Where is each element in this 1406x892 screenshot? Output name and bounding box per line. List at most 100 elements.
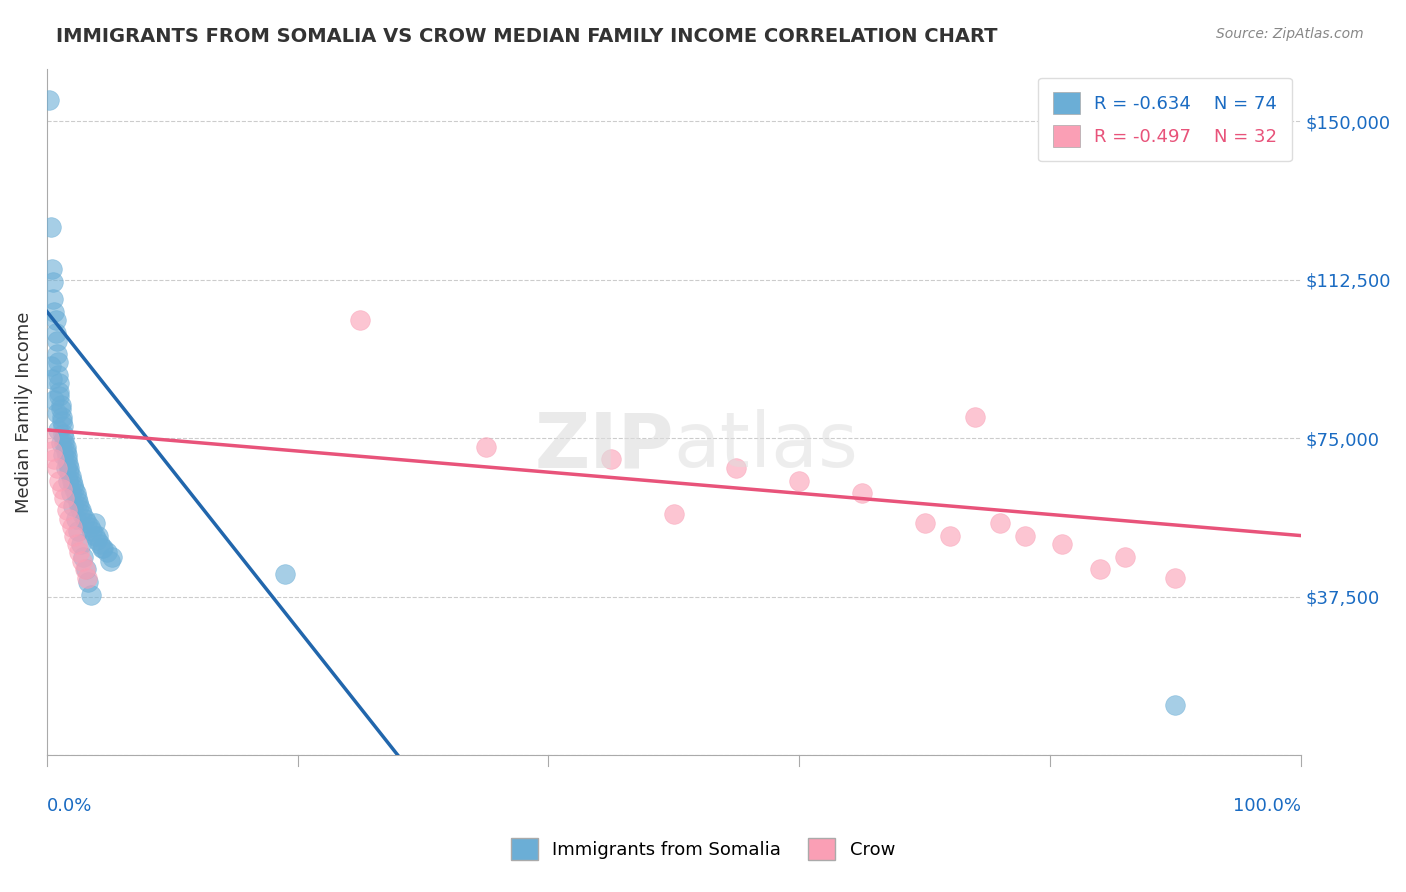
Point xyxy=(72,549,94,564)
Point xyxy=(80,524,103,539)
Point xyxy=(55,440,77,454)
Point xyxy=(86,533,108,547)
Point xyxy=(1014,528,1036,542)
Text: 0.0%: 0.0% xyxy=(46,797,93,814)
Point xyxy=(63,528,86,542)
Point xyxy=(55,461,77,475)
Point xyxy=(56,448,79,462)
Point xyxy=(1164,571,1187,585)
Point xyxy=(76,571,98,585)
Point xyxy=(58,461,80,475)
Point xyxy=(58,465,80,479)
Point xyxy=(76,516,98,530)
Point xyxy=(48,376,70,391)
Point xyxy=(65,511,87,525)
Point xyxy=(1114,549,1136,564)
Point xyxy=(101,549,124,564)
Point xyxy=(963,410,986,425)
Point xyxy=(67,524,90,539)
Point xyxy=(45,406,67,420)
Text: atlas: atlas xyxy=(673,409,859,483)
Point xyxy=(44,452,66,467)
Point xyxy=(83,528,105,542)
Point xyxy=(58,474,80,488)
Point xyxy=(91,541,114,556)
Point xyxy=(56,452,79,467)
Point xyxy=(49,435,72,450)
Point xyxy=(62,478,84,492)
Text: IMMIGRANTS FROM SOMALIA VS CROW MEDIAN FAMILY INCOME CORRELATION CHART: IMMIGRANTS FROM SOMALIA VS CROW MEDIAN F… xyxy=(56,27,998,45)
Point xyxy=(38,93,60,107)
Point xyxy=(42,292,65,306)
Point xyxy=(48,389,70,403)
Text: Source: ZipAtlas.com: Source: ZipAtlas.com xyxy=(1216,27,1364,41)
Point xyxy=(46,355,69,369)
Point xyxy=(98,554,121,568)
Point xyxy=(60,520,83,534)
Point xyxy=(87,528,110,542)
Point xyxy=(53,491,76,505)
Point xyxy=(62,499,84,513)
Legend: R = -0.634    N = 74, R = -0.497    N = 32: R = -0.634 N = 74, R = -0.497 N = 32 xyxy=(1038,78,1292,161)
Point xyxy=(70,554,93,568)
Point xyxy=(69,503,91,517)
Point xyxy=(73,511,96,525)
Point xyxy=(69,499,91,513)
Point xyxy=(600,452,623,467)
Point xyxy=(42,275,65,289)
Point xyxy=(67,495,90,509)
Point xyxy=(38,431,60,445)
Point xyxy=(66,491,89,505)
Point xyxy=(96,545,118,559)
Point xyxy=(52,448,75,462)
Point xyxy=(938,528,960,542)
Point xyxy=(69,545,91,559)
Text: 100.0%: 100.0% xyxy=(1233,797,1301,814)
Point xyxy=(51,414,73,428)
Point xyxy=(988,516,1011,530)
Point xyxy=(45,347,67,361)
Point xyxy=(66,537,89,551)
Point xyxy=(59,469,82,483)
Point xyxy=(45,461,67,475)
Point xyxy=(73,562,96,576)
Point xyxy=(60,474,83,488)
Legend: Immigrants from Somalia, Crow: Immigrants from Somalia, Crow xyxy=(496,823,910,874)
Point xyxy=(51,482,73,496)
Point xyxy=(53,435,76,450)
Point xyxy=(48,384,70,399)
Point xyxy=(55,444,77,458)
Point xyxy=(49,398,72,412)
Point xyxy=(89,537,111,551)
Point xyxy=(851,486,873,500)
Point xyxy=(725,461,748,475)
Point xyxy=(474,440,496,454)
Point xyxy=(59,486,82,500)
Point xyxy=(787,474,810,488)
Point xyxy=(44,304,66,318)
Point xyxy=(46,423,69,437)
Point xyxy=(45,334,67,348)
Point xyxy=(349,313,371,327)
Point xyxy=(46,368,69,382)
Point xyxy=(41,444,63,458)
Point xyxy=(58,457,80,471)
Point xyxy=(52,418,75,433)
Point xyxy=(70,508,93,522)
Point xyxy=(1052,537,1074,551)
Point xyxy=(41,372,63,386)
Point xyxy=(52,427,75,442)
Point xyxy=(77,575,100,590)
Point xyxy=(49,401,72,416)
Point xyxy=(53,431,76,445)
Point xyxy=(63,482,86,496)
Point xyxy=(79,520,101,534)
Point xyxy=(274,566,297,581)
Point xyxy=(48,474,70,488)
Point xyxy=(45,313,67,327)
Point xyxy=(662,508,685,522)
Point xyxy=(44,393,66,408)
Point xyxy=(39,359,62,374)
Point xyxy=(56,503,79,517)
Y-axis label: Median Family Income: Median Family Income xyxy=(15,311,32,513)
